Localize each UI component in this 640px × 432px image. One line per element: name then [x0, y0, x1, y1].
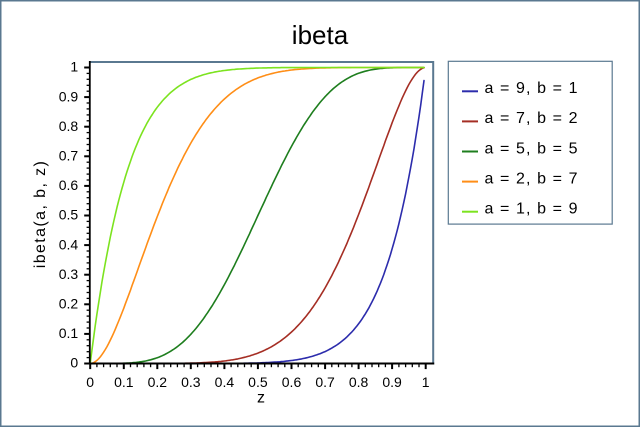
svg-text:0: 0: [70, 355, 78, 371]
svg-text:0.9: 0.9: [382, 374, 402, 390]
svg-text:0.1: 0.1: [114, 374, 134, 390]
svg-text:0.7: 0.7: [315, 374, 335, 390]
svg-text:0.2: 0.2: [148, 374, 168, 390]
svg-text:0.4: 0.4: [215, 374, 235, 390]
svg-text:0.8: 0.8: [59, 118, 79, 134]
svg-text:1: 1: [70, 59, 78, 75]
svg-text:0.8: 0.8: [349, 374, 369, 390]
svg-text:a = 1, b = 9: a = 1, b = 9: [485, 201, 579, 218]
svg-text:0: 0: [86, 374, 94, 390]
svg-text:ibeta: ibeta: [292, 20, 349, 50]
svg-text:a = 7, b = 2: a = 7, b = 2: [485, 110, 579, 127]
svg-text:0.5: 0.5: [248, 374, 268, 390]
svg-text:0.2: 0.2: [59, 296, 79, 312]
svg-text:1: 1: [422, 374, 430, 390]
svg-text:z: z: [257, 390, 265, 407]
svg-text:0.5: 0.5: [59, 207, 79, 223]
svg-text:ibeta(a, b, z): ibeta(a, b, z): [32, 160, 49, 269]
svg-text:0.3: 0.3: [59, 266, 79, 282]
svg-text:0.1: 0.1: [59, 325, 79, 341]
svg-text:a = 9, b = 1: a = 9, b = 1: [485, 80, 579, 97]
svg-text:0.7: 0.7: [59, 148, 79, 164]
svg-text:0.3: 0.3: [181, 374, 201, 390]
svg-text:0.9: 0.9: [59, 88, 79, 104]
svg-text:0.6: 0.6: [59, 177, 79, 193]
svg-text:a = 5, b = 5: a = 5, b = 5: [485, 140, 579, 157]
svg-text:0.6: 0.6: [282, 374, 302, 390]
svg-text:0.4: 0.4: [59, 236, 79, 252]
svg-text:a = 2, b = 7: a = 2, b = 7: [485, 170, 579, 187]
